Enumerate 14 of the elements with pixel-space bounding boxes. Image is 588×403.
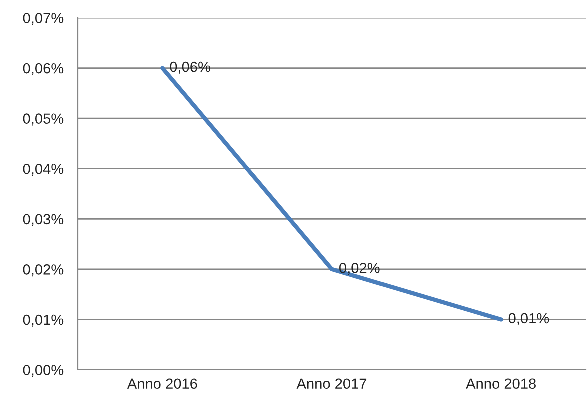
y-tick-label: 0,02% [23, 264, 64, 277]
x-tick-label: Anno 2017 [296, 378, 367, 390]
data-label: 0,01% [508, 313, 550, 326]
y-tick-label: 0,06% [23, 63, 64, 76]
data-label: 0,06% [170, 62, 210, 74]
y-tick-label: 0,04% [23, 164, 64, 176]
y-tick-label: 0,00% [23, 365, 64, 378]
y-tick-label: 0,05% [23, 114, 64, 126]
y-tick-label: 0,01% [23, 314, 64, 327]
x-tick-label: Anno 2016 [127, 378, 198, 390]
y-tick-label: 0,03% [23, 214, 64, 226]
y-tick-label: 0,07% [23, 13, 64, 26]
data-label: 0,02% [340, 263, 380, 276]
x-tick-label: Anno 2018 [466, 378, 536, 390]
